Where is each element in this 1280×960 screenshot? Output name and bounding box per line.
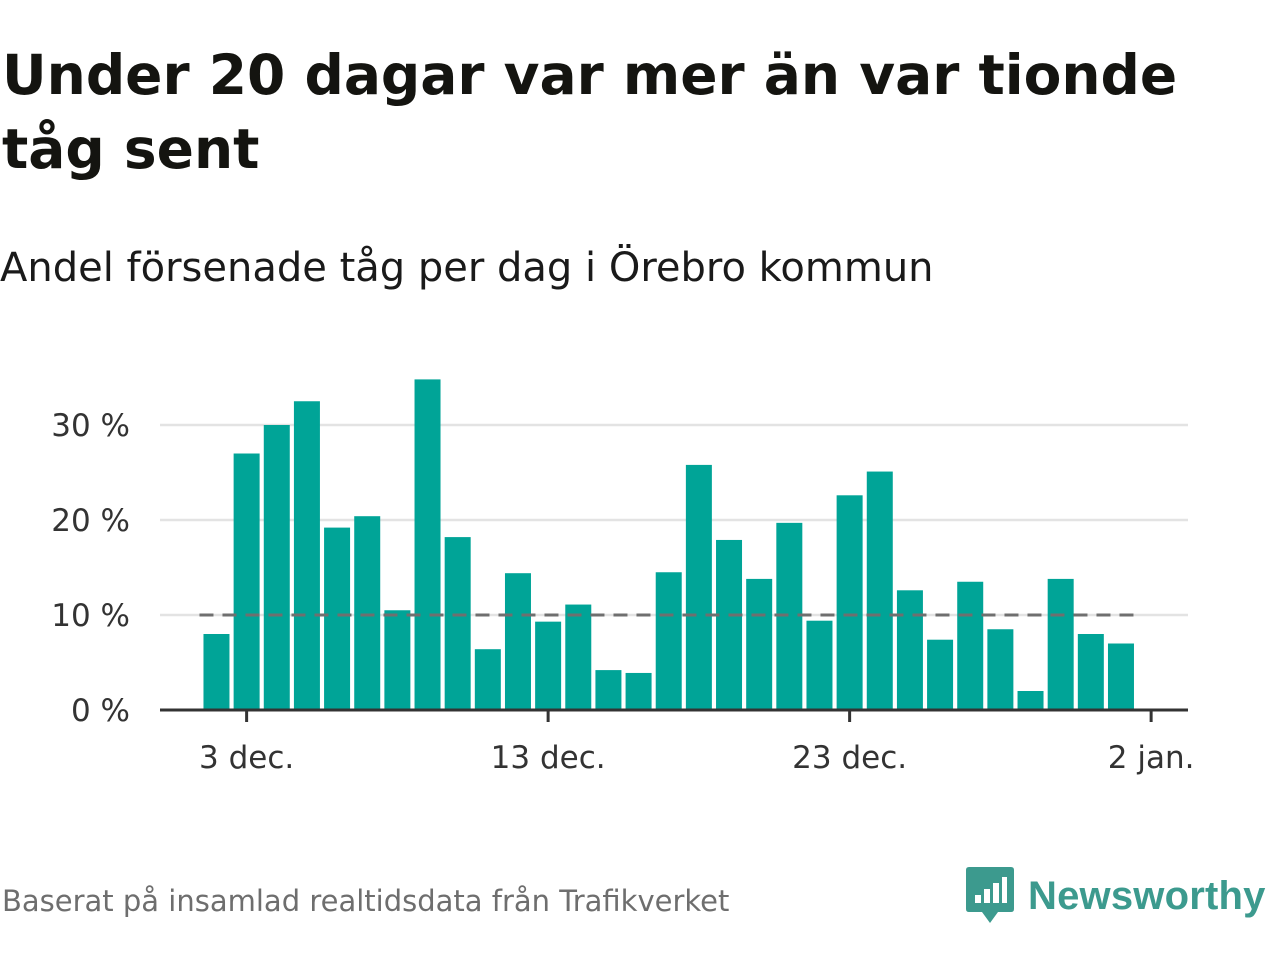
bar	[1017, 691, 1044, 710]
bar	[655, 572, 682, 710]
bar	[504, 573, 531, 710]
bar	[957, 581, 984, 710]
y-tick-label: 10 %	[51, 598, 130, 634]
x-tick-label: 2 jan.	[1108, 740, 1195, 776]
bar	[414, 379, 441, 710]
axes	[160, 708, 1188, 722]
bar	[444, 537, 471, 710]
bar	[595, 670, 622, 710]
x-tick-label: 23 dec.	[792, 740, 907, 776]
bar	[836, 495, 863, 710]
y-tick-label: 0 %	[71, 693, 130, 729]
bar	[927, 639, 954, 710]
y-tick-label: 20 %	[51, 503, 130, 539]
bar	[293, 401, 320, 710]
x-axis-labels: 3 dec. 13 dec. 23 dec. 2 jan.	[199, 740, 1194, 776]
bar	[354, 516, 381, 710]
bar	[806, 620, 833, 710]
y-axis-labels: 0 % 10 % 20 % 30 %	[51, 408, 130, 729]
bar	[987, 629, 1014, 710]
bar	[625, 672, 652, 710]
bar	[233, 453, 260, 710]
brand-name: Newsworthy	[1028, 873, 1266, 918]
bar	[896, 590, 923, 710]
bar	[474, 649, 501, 710]
chart-subtitle: Andel försenade tåg per dag i Örebro kom…	[0, 245, 934, 291]
bar	[324, 527, 351, 710]
y-tick-label: 30 %	[51, 408, 130, 444]
x-tick-label: 3 dec.	[199, 740, 294, 776]
newsworthy-logo-icon	[966, 867, 1014, 923]
bar	[263, 425, 290, 710]
bar	[716, 539, 743, 710]
bar	[565, 604, 592, 710]
bar	[746, 578, 773, 710]
source-note: Baserat på insamlad realtidsdata från Tr…	[2, 884, 730, 918]
x-tick-label: 13 dec.	[491, 740, 606, 776]
bar	[1107, 643, 1134, 710]
bar-series	[203, 379, 1134, 710]
bar	[384, 610, 411, 710]
bar	[685, 464, 712, 710]
bar	[1047, 578, 1074, 710]
chart-title: Under 20 dagar var mer än var tionde tåg…	[2, 43, 1178, 181]
bar-chart: 0 % 10 % 20 % 30 % 3 dec. 13 dec. 23 dec. 2 ja…	[51, 379, 1194, 776]
bar	[866, 471, 893, 710]
brand-logo[interactable]: Newsworthy	[964, 864, 1266, 928]
bar	[203, 634, 230, 710]
bar	[535, 621, 562, 710]
bar	[1077, 634, 1104, 710]
